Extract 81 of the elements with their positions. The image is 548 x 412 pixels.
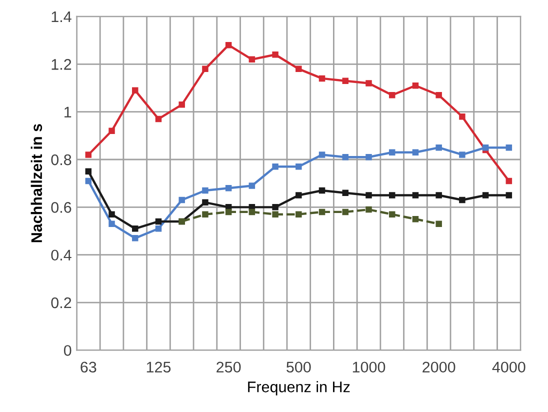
point — [412, 82, 419, 89]
point — [108, 220, 115, 227]
point — [459, 152, 466, 158]
point — [248, 208, 256, 216]
point — [272, 164, 278, 170]
point — [202, 66, 208, 72]
y-tick-label: 1.2 — [52, 59, 72, 70]
point — [342, 154, 349, 160]
point — [459, 196, 466, 204]
y-tick-label: 0.8 — [51, 154, 72, 166]
x-tick-label: 1000 — [352, 362, 386, 373]
point — [248, 182, 256, 189]
point — [132, 226, 138, 232]
y-tick-label: 1 — [64, 106, 72, 118]
point — [366, 80, 372, 86]
point — [296, 192, 302, 198]
x-tick-label: 500 — [286, 362, 311, 373]
point — [248, 56, 256, 63]
point — [225, 42, 232, 48]
point — [296, 211, 302, 218]
point — [202, 187, 208, 194]
point — [482, 192, 489, 198]
point — [318, 208, 326, 216]
point — [296, 164, 302, 170]
point — [272, 51, 278, 58]
point — [388, 192, 396, 198]
point — [108, 211, 115, 218]
point — [342, 78, 349, 84]
point — [412, 216, 419, 222]
point — [272, 211, 278, 218]
x-tick-label: 2000 — [422, 362, 456, 373]
point — [506, 178, 512, 184]
point — [202, 211, 208, 218]
point — [482, 144, 489, 151]
y-tick-label: 0.2 — [51, 297, 72, 308]
point — [155, 218, 162, 225]
point — [388, 149, 396, 156]
point — [178, 196, 185, 204]
point — [272, 204, 278, 210]
point — [388, 92, 396, 98]
point — [296, 66, 302, 72]
point — [85, 152, 92, 158]
point — [318, 152, 326, 158]
point — [132, 235, 138, 242]
point — [366, 192, 372, 198]
y-tick-label: 0.4 — [51, 250, 72, 261]
point — [202, 199, 208, 206]
point — [318, 187, 326, 194]
point — [506, 144, 512, 151]
y-axis-title: Nachhallzeit in s — [30, 124, 42, 242]
point — [436, 92, 442, 98]
y-tick-label: 0.6 — [51, 202, 72, 213]
point — [85, 168, 92, 175]
point — [318, 75, 326, 82]
point — [506, 192, 512, 198]
point — [225, 208, 232, 216]
point — [436, 144, 442, 151]
point — [366, 206, 372, 213]
point — [225, 184, 232, 192]
point — [132, 87, 138, 94]
point — [459, 113, 466, 120]
point — [178, 102, 185, 108]
point — [436, 220, 442, 227]
point — [108, 128, 115, 134]
point — [412, 149, 419, 156]
x-tick-label: 4000 — [492, 362, 526, 373]
point — [155, 116, 162, 122]
x-axis-title: Frequenz in Hz — [248, 381, 350, 396]
point — [85, 178, 92, 184]
y-tick-label: 1.4 — [52, 12, 72, 22]
point — [366, 154, 372, 160]
x-tick-label: 250 — [216, 362, 241, 373]
point — [436, 192, 442, 198]
x-tick-label: 125 — [146, 362, 171, 373]
point — [342, 208, 349, 216]
x-tick-label: 63 — [80, 362, 96, 373]
y-tick-label: 0 — [64, 345, 72, 356]
point — [412, 192, 419, 198]
point — [155, 226, 162, 232]
point — [342, 190, 349, 196]
point — [388, 211, 396, 218]
